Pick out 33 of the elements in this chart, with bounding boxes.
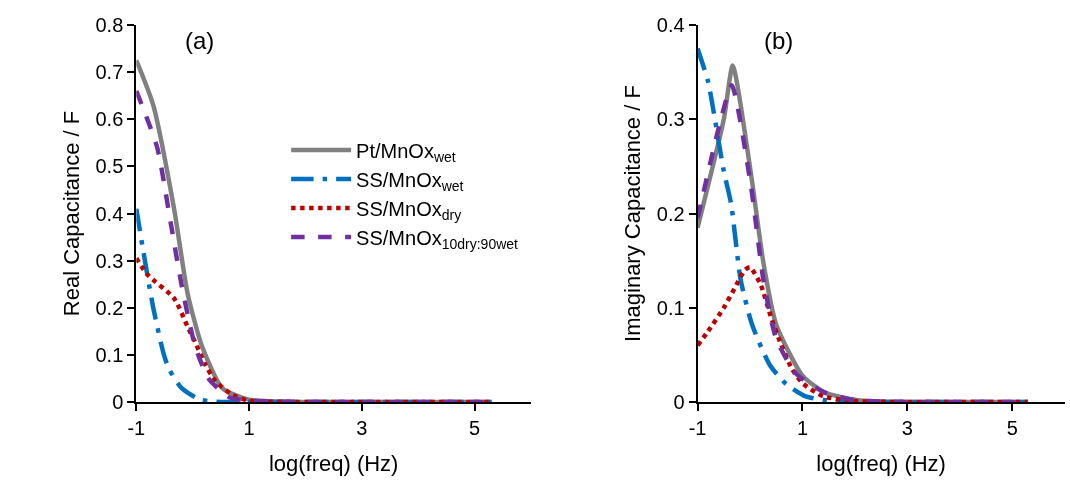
y-tick-label: 0.1: [656, 296, 685, 319]
x-axis-title: log(freq) (Hz): [816, 451, 946, 477]
y-tick-label: 0.1: [95, 343, 124, 366]
y-tick-label: 0.8: [95, 14, 124, 36]
x-tick-label: 3: [356, 417, 368, 439]
x-tick-label: -1: [127, 417, 146, 439]
y-tick-label: 0.5: [95, 155, 124, 178]
y-tick-label: 0.3: [656, 108, 685, 131]
x-tick-label: 5: [1006, 417, 1018, 439]
legend-label: Pt/MnOx$_{wet}$: [356, 139, 456, 166]
y-tick-label: 0.4: [656, 14, 685, 36]
y-tick-label: 0.7: [95, 61, 124, 84]
y-tick-label: 0: [112, 391, 124, 413]
y-axis-title: Real Capacitance / F: [58, 110, 84, 317]
y-tick-label: 0.2: [656, 202, 685, 225]
legend-label: SS/MnOx$_{wet}$: [356, 168, 464, 195]
legend-label: SS/MnOx$_{10dry:90wet}$: [356, 226, 519, 253]
y-tick-label: 0.6: [95, 108, 124, 131]
x-tick-label: 1: [243, 417, 255, 439]
y-tick-label: 0: [673, 391, 685, 413]
legend-label: SS/MnOx$_{dry}$: [356, 197, 462, 224]
x-tick-label: 1: [796, 417, 809, 439]
y-tick-label: 0.4: [95, 202, 124, 225]
x-tick-label: -1: [688, 417, 707, 439]
annotation: (b): [764, 27, 794, 54]
x-axis-title: log(freq) (Hz): [268, 451, 399, 477]
y-tick-label: 0.2: [95, 296, 124, 319]
y-axis-title: Imaginary Capacitance / F: [620, 85, 646, 342]
line-series: [697, 264, 1031, 402]
annotation: (a): [185, 27, 215, 54]
x-tick-label: 3: [901, 417, 913, 439]
x-tick-label: 5: [469, 417, 481, 439]
y-tick-label: 0.3: [95, 249, 124, 272]
